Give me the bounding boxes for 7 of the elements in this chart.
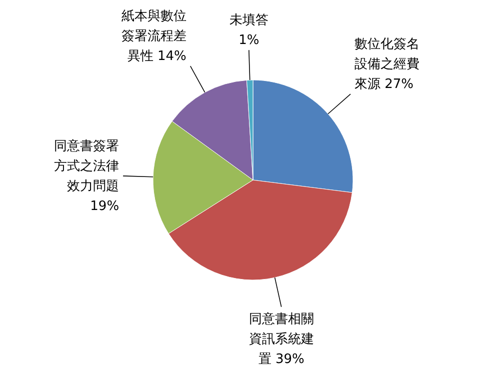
data-label: 19% — [90, 198, 120, 214]
slice-label: 未填答 — [229, 13, 268, 28]
slice-label: 同意書簽署方式之法律效力問題 — [54, 138, 120, 194]
slice-label: 紙本與數位簽署流程差異性 14% — [121, 9, 186, 64]
slice-label: 同意書相關資訊系統建置 39% — [248, 312, 314, 366]
slice-label: 數位化簽名設備之經費來源 27% — [354, 37, 420, 92]
data-label: 1% — [238, 33, 260, 48]
